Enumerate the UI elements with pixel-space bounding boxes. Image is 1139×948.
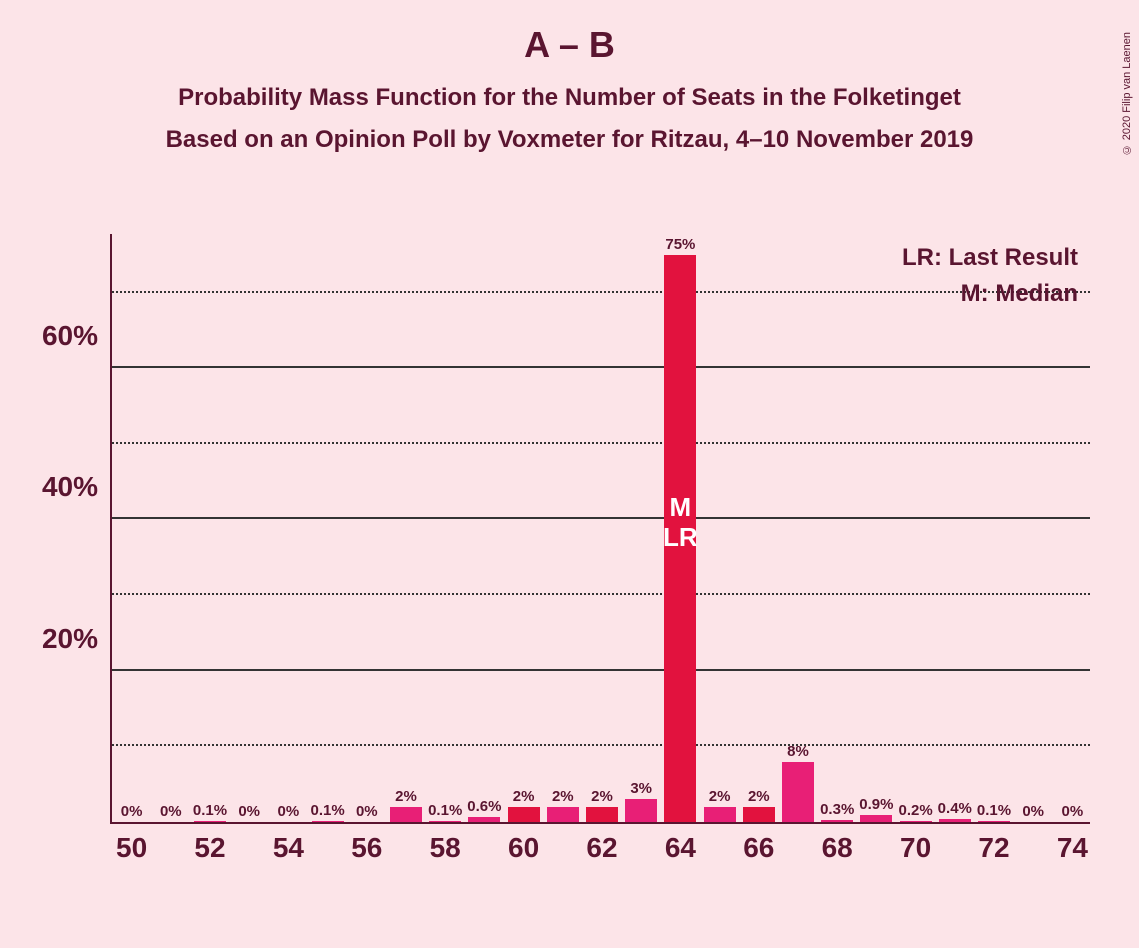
bar-value-label: 0.9% [859,796,893,815]
bar-value-label: 75% [665,236,695,255]
bar: 2% [586,807,618,822]
bar: 2% [390,807,422,822]
bar-value-label: 0.1% [193,802,227,821]
bar-value-label: 3% [630,780,652,799]
copyright-label: © 2020 Filip van Laenen [1121,32,1133,155]
bar-value-label: 0.1% [428,802,462,821]
bar-value-label: 2% [709,788,731,807]
chart-subtitle-1: Probability Mass Function for the Number… [0,84,1139,112]
bar-value-label: 0.2% [898,802,932,821]
x-tick-label: 70 [900,832,931,864]
x-tick-label: 58 [430,832,461,864]
bar-value-label: 0% [1062,803,1084,822]
legend-lr: LR: Last Result [902,240,1078,276]
plot-area: 0%0%0.1%0%0%0.1%0%2%0.1%0.6%2%2%2%3%75%M… [110,234,1090,824]
bar-value-label: 0.4% [938,800,972,819]
x-tick-label: 62 [586,832,617,864]
bar: 0.1% [429,821,461,822]
bar: 0.6% [468,817,500,822]
bar: 2% [704,807,736,822]
x-tick-label: 72 [978,832,1009,864]
bar-value-label: 2% [513,788,535,807]
x-tick-label: 54 [273,832,304,864]
x-tick-label: 66 [743,832,774,864]
chart-subtitle-2: Based on an Opinion Poll by Voxmeter for… [0,126,1139,154]
chart-title: A – B [0,24,1139,66]
y-tick-label: 40% [18,471,98,503]
bar-value-label: 0.6% [467,798,501,817]
bar: 0.1% [312,821,344,822]
bar-value-label: 0% [121,803,143,822]
bar: 2% [508,807,540,822]
bar-value-label: 0.1% [977,802,1011,821]
bar: 3% [625,799,657,822]
bar-value-label: 2% [395,788,417,807]
x-tick-label: 64 [665,832,696,864]
y-tick-label: 60% [18,320,98,352]
bar: 2% [547,807,579,822]
bar: 0.9% [860,815,892,822]
bar-value-label: 0% [160,803,182,822]
x-tick-label: 52 [194,832,225,864]
x-tick-label: 50 [116,832,147,864]
bar: 2% [743,807,775,822]
x-tick-label: 60 [508,832,539,864]
bar: 8% [782,762,814,823]
bar-value-label: 0.3% [820,801,854,820]
bar-value-label: 0% [356,803,378,822]
x-tick-label: 68 [822,832,853,864]
bar: 0.1% [978,821,1010,822]
bar-value-label: 8% [787,743,809,762]
x-tick-label: 56 [351,832,382,864]
bar: 0.3% [821,820,853,822]
bar-value-label: 2% [552,788,574,807]
bar-value-label: 2% [591,788,613,807]
bar: 0.4% [939,819,971,822]
median-marker: M LR [663,493,698,553]
bar-value-label: 0% [1022,803,1044,822]
bar: 75%M LR [664,255,696,822]
legend-m: M: Median [902,276,1078,312]
bar-value-label: 0% [278,803,300,822]
legend: LR: Last Result M: Median [902,240,1078,312]
bar: 0.1% [194,821,226,822]
x-tick-label: 74 [1057,832,1088,864]
bar-value-label: 0.1% [310,802,344,821]
y-tick-label: 20% [18,623,98,655]
bar-value-label: 2% [748,788,770,807]
bars-container: 0%0%0.1%0%0%0.1%0%2%0.1%0.6%2%2%2%3%75%M… [112,234,1090,822]
bar-value-label: 0% [238,803,260,822]
bar: 0.2% [900,821,932,823]
